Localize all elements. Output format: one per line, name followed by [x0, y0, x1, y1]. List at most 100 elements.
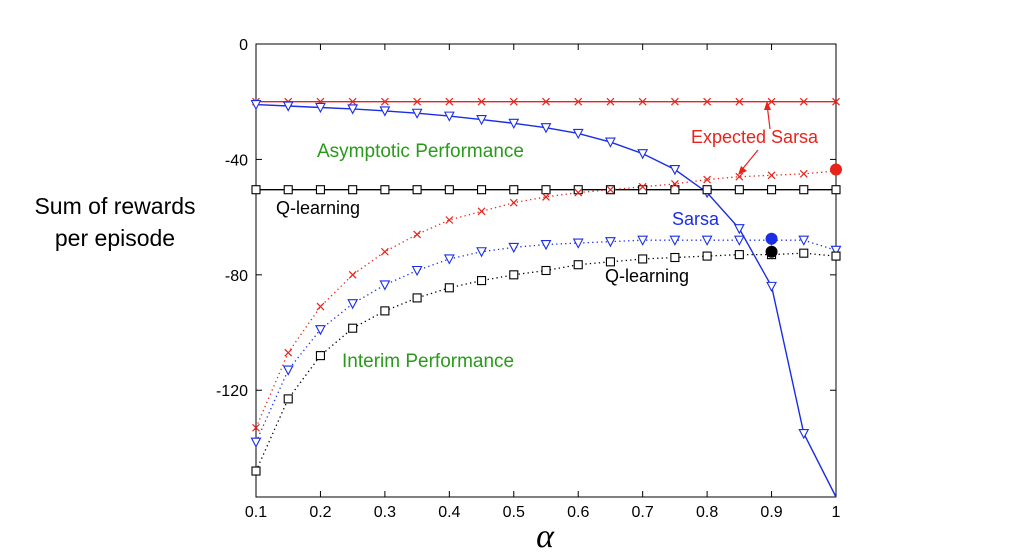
series-point-expected_sarsa_interim-stroke	[703, 175, 712, 184]
series-point-expected_sarsa_asymptotic-stroke	[638, 97, 647, 106]
series-point-expected_sarsa_asymptotic-stroke	[735, 97, 744, 106]
y-axis-label-line-2: per episode	[54, 225, 176, 251]
y-tick-label: -80	[225, 268, 248, 285]
annotation-expected-sarsa: Expected Sarsa	[691, 127, 819, 147]
series-point-expected_sarsa_asymptotic	[509, 97, 518, 106]
series-point-qlearning_asymptotic	[283, 185, 293, 195]
series-point-expected_sarsa_asymptotic-stroke	[413, 97, 422, 106]
x-tick-label: 0.9	[760, 504, 782, 521]
series-point-qlearning_interim	[509, 270, 519, 280]
annotation-asymptotic-performance: Asymptotic Performance	[317, 141, 524, 162]
annotation-qlearning-bottom: Q-learning	[605, 266, 689, 286]
series-point-expected_sarsa_interim	[703, 175, 712, 184]
series-point-qlearning_interim	[670, 252, 680, 263]
series-point-qlearning_asymptotic	[799, 185, 809, 195]
plot-border	[255, 43, 837, 498]
series-point-expected_sarsa_asymptotic-stroke	[606, 97, 615, 106]
series-point-sarsa_interim	[701, 235, 713, 246]
series-point-expected_sarsa_interim-stroke	[542, 192, 550, 201]
series-point-sarsa_asymptotic	[315, 102, 326, 114]
series-point-sarsa_interim	[540, 239, 552, 251]
series-point-expected_sarsa_interim-stroke	[284, 348, 293, 357]
series-point-expected_sarsa_asymptotic-stroke	[380, 97, 389, 106]
annotation-sarsa: Sarsa	[672, 209, 720, 229]
series-point-sarsa_asymptotic	[733, 224, 745, 235]
series-point-expected_sarsa_interim-stroke	[413, 230, 422, 239]
series-point-sarsa_interim	[347, 299, 359, 310]
series-point-qlearning_interim	[799, 248, 809, 258]
series-point-expected_sarsa_asymptotic-stroke	[670, 97, 679, 106]
series-point-qlearning_interim	[380, 306, 390, 316]
series-point-expected_sarsa_asymptotic-stroke	[832, 97, 840, 106]
series-point-qlearning_asymptotic	[638, 185, 648, 195]
series-point-qlearning_asymptotic	[251, 185, 261, 195]
series-point-expected_sarsa_interim-stroke	[799, 169, 808, 178]
series-point-expected_sarsa_interim	[509, 198, 518, 207]
series-point-qlearning_asymptotic	[412, 185, 422, 195]
series-point-expected_sarsa_asymptotic	[380, 97, 389, 106]
x-tick-label: 0.4	[438, 504, 460, 521]
series-point-qlearning_interim	[444, 283, 454, 293]
series-point-qlearning_interim	[702, 251, 712, 261]
series-point-expected_sarsa_interim-stroke	[252, 423, 260, 432]
series-point-qlearning_interim	[251, 466, 261, 476]
series-point-expected_sarsa_interim-stroke	[574, 188, 583, 197]
series-point-qlearning_asymptotic	[509, 185, 519, 195]
series-point-sarsa_asymptotic	[766, 281, 777, 293]
series-point-expected_sarsa_interim	[574, 188, 583, 197]
series-point-qlearning_asymptotic	[767, 185, 777, 195]
expected-sarsa-arrow-lower	[738, 149, 759, 175]
series-point-qlearning_interim	[734, 250, 744, 260]
annotation-interim-performance: Interim Performance	[342, 351, 514, 372]
series-point-sarsa_interim	[572, 238, 584, 249]
series-point-expected_sarsa_asymptotic-stroke	[542, 97, 550, 106]
series-point-expected_sarsa_interim-stroke	[380, 247, 389, 256]
series-point-sarsa_interim	[733, 235, 745, 246]
x-tick-label: 0.6	[567, 504, 589, 521]
series-point-qlearning_asymptotic	[477, 185, 487, 195]
series-point-expected_sarsa_asymptotic	[703, 97, 712, 106]
series-point-sarsa_interim	[508, 242, 520, 254]
series-point-sarsa_interim	[379, 280, 391, 291]
series-point-expected_sarsa_asymptotic-stroke	[445, 97, 454, 106]
x-tick-label: 0.8	[696, 504, 718, 521]
series-point-sarsa_asymptotic	[443, 111, 455, 122]
highlight-dots	[765, 163, 842, 258]
x-axis-label: α	[536, 518, 555, 555]
series-point-sarsa_asymptotic	[508, 118, 520, 130]
series-point-sarsa_interim	[476, 247, 487, 258]
series-point-qlearning_interim	[605, 257, 615, 267]
series-point-sarsa_interim	[669, 235, 681, 246]
series-point-sarsa_asymptotic	[637, 149, 649, 160]
series-point-expected_sarsa_interim	[413, 230, 422, 239]
series-point-expected_sarsa_interim-stroke	[670, 180, 679, 188]
series-point-sarsa_asymptotic	[476, 115, 487, 126]
series-point-expected_sarsa_interim-stroke	[606, 185, 615, 194]
series-point-expected_sarsa_interim	[767, 171, 776, 180]
series-point-expected_sarsa_asymptotic-stroke	[799, 97, 808, 106]
highlight-dot	[765, 245, 778, 258]
series-point-expected_sarsa_interim	[638, 182, 647, 191]
series-point-sarsa_asymptotic	[540, 123, 552, 134]
series-point-qlearning_interim	[412, 293, 422, 303]
series-point-sarsa_interim	[443, 254, 455, 265]
series-point-expected_sarsa_asymptotic-stroke	[477, 97, 486, 106]
series-point-sarsa_asymptotic	[250, 100, 262, 111]
y-tick-label: -40	[225, 152, 248, 169]
series-point-expected_sarsa_interim	[670, 180, 679, 188]
series-point-sarsa_interim	[411, 265, 423, 277]
series-point-expected_sarsa_asymptotic	[606, 97, 615, 106]
axis-ticks: 0.1 0.2 0.3 0.4 0.5 0.6 0.7 0.8 0.9 1 0 -40 -80 -120	[216, 37, 841, 521]
series-point-expected_sarsa_interim-stroke	[316, 302, 325, 311]
series-point-expected_sarsa_asymptotic-stroke	[509, 97, 518, 106]
series-point-expected_sarsa_asymptotic	[799, 97, 808, 106]
series-point-expected_sarsa_interim-stroke	[509, 198, 518, 207]
series-point-qlearning_interim	[638, 254, 648, 264]
series-point-qlearning_asymptotic	[541, 185, 551, 195]
x-tick-label: 0.1	[245, 504, 267, 521]
series-point-sarsa_interim	[250, 437, 262, 448]
y-axis-label-line-1: Sum of rewards	[34, 193, 196, 219]
series-point-sarsa_asymptotic	[669, 164, 681, 176]
series-point-expected_sarsa_interim-stroke	[445, 216, 454, 224]
